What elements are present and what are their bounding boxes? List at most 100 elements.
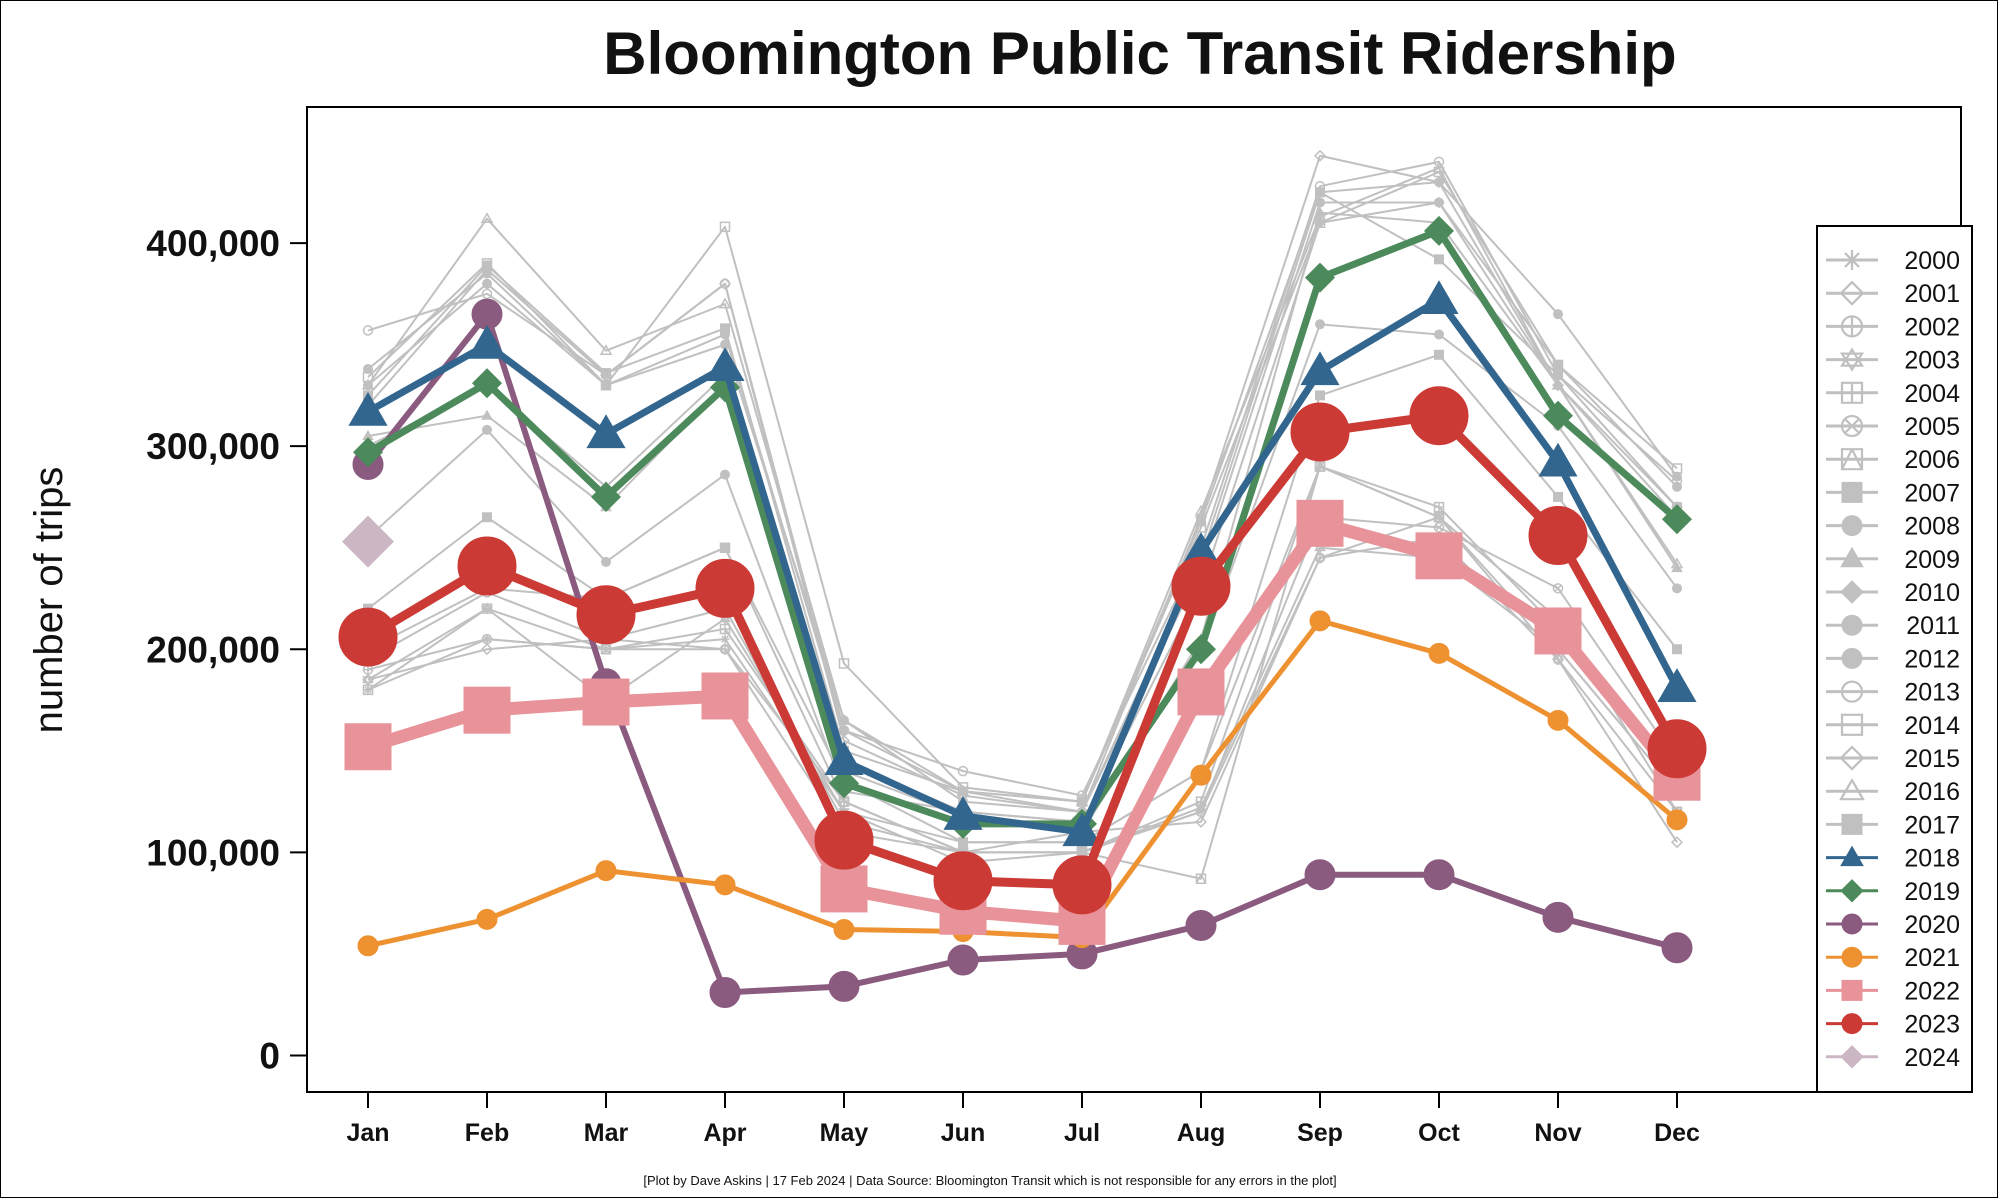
point-2021-Sep bbox=[1309, 610, 1331, 632]
legend-item-2005: 2005 bbox=[1826, 413, 1960, 441]
x-tick-label: Oct bbox=[1418, 1119, 1460, 1147]
point-2018-Mar bbox=[586, 414, 626, 449]
y-tick-label: 200,000 bbox=[146, 629, 280, 670]
legend: 2000 2001 2002 2003 2004 2005 2006 2007 2008 2009… bbox=[1826, 247, 1960, 1072]
point-2022-Mar bbox=[582, 678, 630, 726]
legend-item-2021: 2021 bbox=[1826, 944, 1960, 972]
series-2024 bbox=[341, 515, 395, 568]
legend-marker-2004 bbox=[1840, 381, 1864, 404]
legend-label-2021: 2021 bbox=[1904, 944, 1960, 972]
legend-item-2006: 2006 bbox=[1826, 446, 1960, 474]
point-2008-Oct bbox=[1434, 329, 1444, 340]
legend-item-2009: 2009 bbox=[1826, 546, 1960, 574]
point-2011-Jan bbox=[363, 363, 373, 374]
point-2023-Nov bbox=[1528, 506, 1588, 566]
point-2004-Aug bbox=[1195, 796, 1207, 807]
series-line-2021 bbox=[367, 618, 1679, 949]
point-2016-May bbox=[837, 713, 851, 725]
series-line-2015 bbox=[367, 154, 1678, 813]
series-2023 bbox=[338, 386, 1707, 915]
y-axis-label: number of trips bbox=[27, 467, 71, 734]
point-2018-Oct bbox=[1419, 280, 1459, 315]
legend-marker-2020 bbox=[1841, 913, 1863, 935]
point-2018-Jan bbox=[348, 391, 388, 426]
legend-marker-2009 bbox=[1840, 546, 1864, 568]
point-2022-May bbox=[820, 865, 868, 913]
point-2020-Nov bbox=[1542, 901, 1574, 933]
chart-title: Bloomington Public Transit Ridership bbox=[603, 20, 1676, 87]
point-2005-Nov bbox=[1552, 583, 1564, 594]
series-line-2007 bbox=[367, 353, 1678, 844]
point-2007-Jun bbox=[958, 837, 968, 848]
legend-marker-2012 bbox=[1841, 647, 1863, 669]
series-2021 bbox=[357, 610, 1688, 957]
legend-item-2001: 2001 bbox=[1826, 280, 1960, 308]
point-2018-Apr bbox=[705, 347, 745, 382]
point-2015-Sep bbox=[1313, 149, 1327, 162]
point-2023-Jul bbox=[1052, 855, 1112, 915]
point-2022-Jan bbox=[344, 723, 392, 771]
point-2022-Aug bbox=[1177, 668, 1225, 716]
legend-label-2010: 2010 bbox=[1904, 579, 1960, 607]
legend-marker-2010 bbox=[1840, 580, 1864, 604]
axes: 0 100,000 200,000 300,000 400,000 Jan Feb Mar Ap… bbox=[146, 223, 1700, 1147]
y-tick-label: 300,000 bbox=[146, 426, 280, 467]
point-2004-Apr bbox=[719, 623, 731, 635]
legend-marker-2017 bbox=[1841, 813, 1863, 835]
point-2016-Mar bbox=[599, 344, 613, 356]
point-2014-Nov bbox=[1552, 359, 1564, 371]
point-2021-Feb bbox=[476, 908, 498, 930]
point-2016-Sep bbox=[1313, 210, 1327, 222]
point-2018-Sep bbox=[1300, 351, 1340, 386]
point-2019-Dec bbox=[1661, 504, 1693, 535]
legend-item-2023: 2023 bbox=[1826, 1011, 1960, 1039]
legend-label-2000: 2000 bbox=[1904, 247, 1960, 275]
legend-marker-2011 bbox=[1841, 614, 1863, 636]
point-2019-Oct bbox=[1423, 215, 1455, 246]
x-tick-label: Jul bbox=[1064, 1119, 1100, 1147]
point-2023-Sep bbox=[1290, 402, 1350, 462]
point-2020-Oct bbox=[1423, 859, 1455, 891]
x-tick-label: Sep bbox=[1297, 1119, 1343, 1147]
series-2022 bbox=[344, 499, 1701, 945]
legend-marker-2016 bbox=[1839, 777, 1865, 801]
legend-marker-2021 bbox=[1841, 946, 1863, 968]
point-2013-Feb bbox=[481, 288, 493, 300]
point-2015-Nov bbox=[1551, 379, 1565, 392]
point-2014-Apr bbox=[719, 221, 731, 233]
point-2018-Jun bbox=[943, 796, 983, 830]
point-2020-Sep bbox=[1304, 859, 1336, 891]
point-2003-Jan bbox=[362, 673, 374, 686]
point-2019-Feb bbox=[471, 368, 503, 399]
legend-label-2003: 2003 bbox=[1904, 347, 1960, 375]
legend-label-2013: 2013 bbox=[1904, 679, 1960, 707]
legend-label-2012: 2012 bbox=[1904, 645, 1960, 673]
point-2006-May bbox=[838, 796, 850, 807]
point-2019-Sep bbox=[1304, 262, 1336, 293]
legend-item-2014: 2014 bbox=[1826, 712, 1960, 740]
legend-item-2022: 2022 bbox=[1826, 977, 1960, 1005]
legend-marker-2003 bbox=[1839, 347, 1865, 372]
point-2020-Jun bbox=[947, 944, 979, 976]
point-2004-Mar bbox=[600, 644, 612, 655]
point-2007-Sep bbox=[1315, 390, 1325, 401]
x-tick-label: Apr bbox=[703, 1119, 746, 1147]
point-2014-May bbox=[838, 658, 850, 669]
point-2021-Dec bbox=[1666, 809, 1688, 831]
point-2017-Nov bbox=[1553, 370, 1563, 381]
point-2004-Oct bbox=[1433, 501, 1445, 513]
point-2012-Nov bbox=[1553, 309, 1563, 320]
point-2009-Feb bbox=[481, 409, 493, 420]
legend-label-2007: 2007 bbox=[1904, 479, 1960, 507]
point-2017-Jul bbox=[1077, 796, 1087, 807]
point-2023-Oct bbox=[1409, 386, 1469, 446]
point-2004-Jan bbox=[362, 684, 374, 696]
legend-marker-2001 bbox=[1839, 280, 1865, 306]
x-tick-label: Dec bbox=[1654, 1119, 1700, 1147]
point-2021-Mar bbox=[595, 860, 617, 882]
point-2006-Sep bbox=[1314, 461, 1326, 472]
point-2024-Jan bbox=[341, 515, 395, 568]
point-2005-Aug bbox=[1195, 806, 1207, 817]
point-2015-Oct bbox=[1432, 176, 1446, 189]
